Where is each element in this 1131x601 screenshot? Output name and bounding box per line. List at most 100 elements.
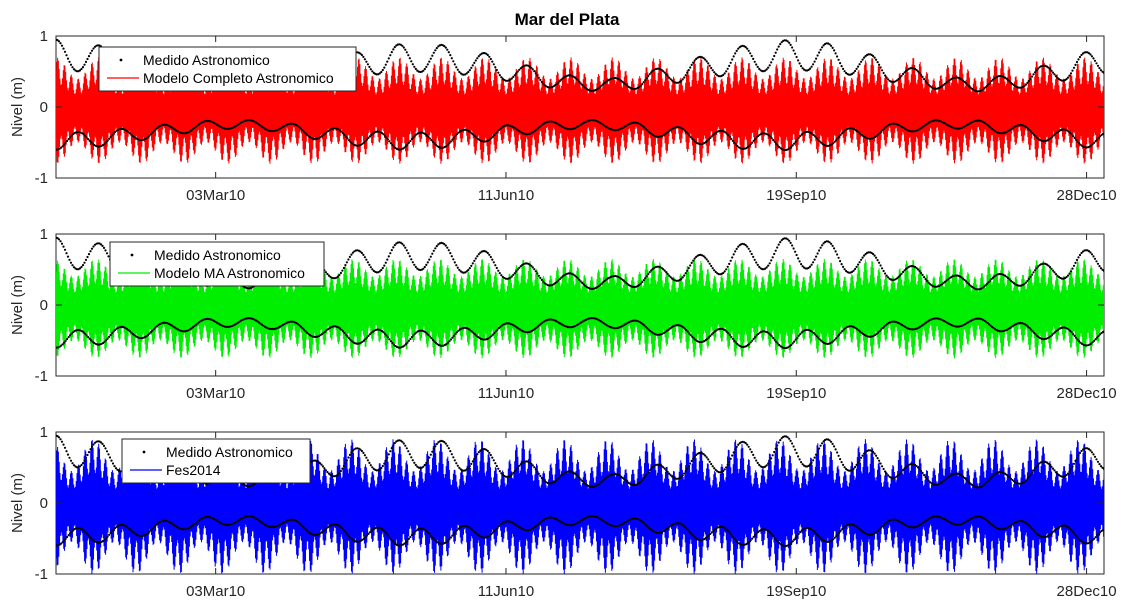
data-point	[428, 335, 431, 338]
data-point	[63, 248, 67, 251]
data-point	[885, 76, 888, 79]
legend-box	[109, 241, 325, 287]
data-point	[875, 530, 878, 533]
data-point	[429, 453, 432, 456]
data-point	[831, 442, 834, 445]
data-point	[683, 525, 686, 528]
data-point	[1098, 463, 1101, 466]
data-point	[429, 57, 432, 60]
data-point	[430, 535, 433, 538]
data-point	[84, 530, 87, 533]
data-point	[322, 133, 325, 136]
data-point	[966, 281, 969, 284]
data-point	[322, 331, 325, 334]
data-point	[362, 537, 365, 540]
data-point	[194, 521, 198, 524]
data-point	[102, 539, 105, 543]
data-point	[905, 69, 908, 72]
data-point	[728, 135, 731, 139]
data-point	[558, 80, 561, 83]
data-point	[828, 43, 831, 46]
data-point	[757, 530, 760, 534]
data-point	[533, 268, 536, 271]
data-point	[458, 268, 461, 271]
data-point	[104, 249, 107, 252]
data-point	[917, 268, 920, 271]
data-point	[404, 343, 407, 346]
data-point	[405, 249, 408, 252]
data-point	[729, 259, 732, 262]
data-point	[467, 70, 470, 74]
data-point	[820, 141, 823, 144]
data-point	[127, 527, 130, 530]
data-point	[778, 343, 781, 347]
data-point	[795, 253, 798, 257]
data-point	[1099, 135, 1102, 138]
data-point	[426, 63, 429, 66]
data-point	[427, 333, 430, 336]
data-point	[470, 132, 473, 135]
data-point	[1069, 468, 1073, 471]
data-point	[560, 474, 563, 477]
legend-label: Modelo Completo Astronomico	[143, 70, 334, 86]
data-point	[321, 465, 324, 468]
data-point	[1027, 79, 1031, 82]
data-point	[1093, 339, 1096, 342]
data-point	[80, 265, 83, 269]
data-point	[475, 532, 478, 535]
data-point	[407, 450, 410, 453]
data-point	[830, 440, 833, 443]
data-point	[383, 530, 386, 533]
data-point	[82, 331, 85, 334]
data-point	[542, 82, 545, 85]
data-point	[832, 142, 835, 145]
data-point	[452, 532, 455, 535]
data-point	[758, 67, 761, 70]
data-point	[833, 49, 836, 52]
data-point	[744, 244, 747, 247]
data-point	[941, 283, 944, 286]
data-point	[770, 137, 773, 140]
data-point	[56, 435, 59, 438]
data-point	[434, 445, 437, 448]
data-point	[102, 444, 106, 447]
data-point	[750, 252, 753, 256]
data-point	[327, 274, 330, 277]
data-point	[811, 132, 814, 135]
data-point	[1080, 449, 1083, 453]
data-point	[733, 339, 736, 342]
data-point	[856, 328, 859, 331]
data-point	[489, 453, 492, 457]
legend-box	[121, 438, 311, 484]
data-point	[403, 344, 406, 347]
data-point	[842, 130, 845, 133]
data-point	[402, 244, 405, 247]
data-point	[1076, 140, 1079, 143]
data-point	[710, 531, 713, 534]
legend-label: Modelo MA Astronomico	[154, 265, 305, 281]
data-point	[446, 48, 449, 51]
data-point	[362, 253, 365, 256]
data-point	[359, 52, 362, 55]
data-point	[711, 465, 714, 468]
data-point	[767, 530, 770, 533]
data-point	[299, 523, 303, 526]
data-point	[72, 266, 76, 269]
data-point	[858, 261, 861, 264]
data-point	[323, 132, 327, 135]
data-point	[712, 133, 715, 136]
data-point	[533, 129, 537, 132]
data-point	[1098, 67, 1101, 70]
data-point	[732, 55, 735, 58]
data-point	[59, 42, 62, 45]
data-point	[443, 441, 446, 444]
data-point	[810, 65, 813, 68]
data-point	[531, 266, 534, 269]
legend-marker-dots	[142, 450, 146, 454]
data-point	[641, 125, 644, 128]
data-point	[491, 135, 494, 138]
data-point	[989, 126, 992, 129]
data-point	[128, 528, 132, 531]
data-point	[112, 528, 115, 531]
data-point	[647, 75, 650, 78]
